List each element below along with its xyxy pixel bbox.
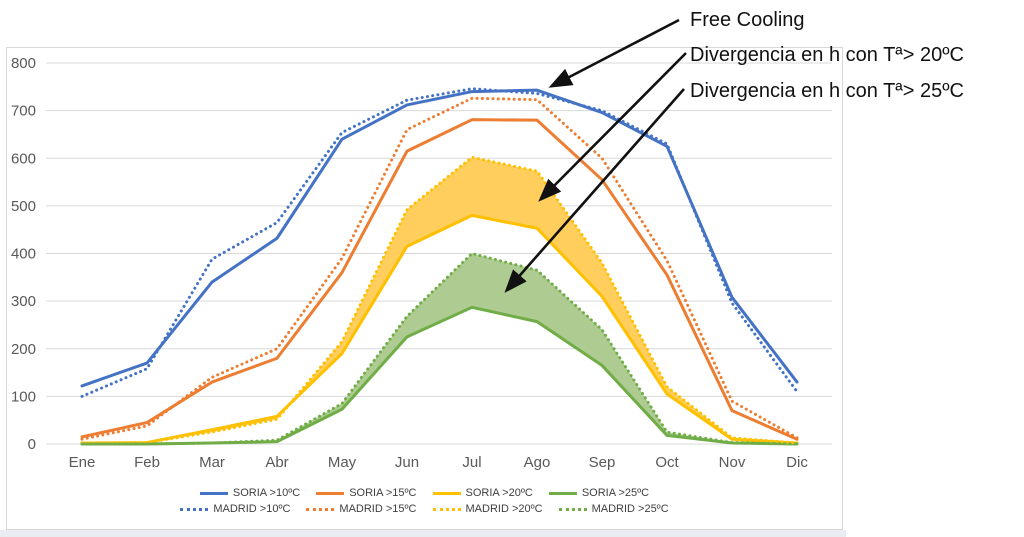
free-cooling-arrow <box>548 18 680 88</box>
y-tick-label: 600 <box>11 150 36 167</box>
legend-label: SORIA >25ºC <box>581 487 650 499</box>
x-tick-label: Jul <box>462 454 481 471</box>
legend-item: MADRID >15ºC <box>306 503 417 515</box>
legend-item: SORIA >20ºC <box>432 487 533 499</box>
x-tick-label: Sep <box>589 454 616 471</box>
y-tick-label: 0 <box>28 436 36 453</box>
x-tick-label: Jun <box>395 454 419 471</box>
series-line-madrid-25-c <box>80 252 799 446</box>
free-cooling-annotation: Free Cooling <box>690 9 805 31</box>
legend-item: MADRID >20ºC <box>432 503 543 515</box>
legend-dotted-line-swatch <box>432 507 461 511</box>
window-bottom-strip <box>0 530 846 537</box>
legend-label: SORIA >10ºC <box>232 487 301 499</box>
x-tick-label: Nov <box>719 454 746 471</box>
divergence-20C-arrow <box>538 52 687 202</box>
divergence-25C-annotation: Divergencia en h con Tª> 25ºC <box>690 80 964 102</box>
chart-legend: SORIA >10ºC SORIA >15ºC SORIA >20ºC SORIA >… <box>6 487 843 515</box>
divergence-area-25C <box>82 253 797 444</box>
divergence-25C-arrow <box>504 88 685 293</box>
legend-label: MADRID >25ºC <box>591 503 669 515</box>
legend-item: MADRID >10ºC <box>180 503 290 515</box>
legend-dotted-line-swatch <box>180 507 209 511</box>
divergence-area-20C <box>82 157 797 444</box>
series-line-soria-25-c <box>80 305 799 446</box>
series-line-soria-20-c <box>80 213 799 445</box>
legend-solid-line-swatch <box>548 491 577 495</box>
series-line-madrid-15-c <box>80 96 799 441</box>
y-tick-label: 800 <box>11 55 36 72</box>
series-line-soria-15-c <box>80 118 799 441</box>
y-tick-label: 200 <box>11 341 36 358</box>
x-tick-label: Feb <box>134 454 160 471</box>
x-tick-label: Dic <box>786 454 808 471</box>
legend-solid-line-swatch <box>432 491 461 495</box>
y-tick-label: 500 <box>11 198 36 215</box>
legend-row-solid: SORIA >10ºC SORIA >15ºC SORIA >20ºC SORIA >… <box>199 487 650 499</box>
x-tick-label: Mar <box>199 454 225 471</box>
y-tick-label: 100 <box>11 388 36 405</box>
series-line-madrid-20-c <box>80 155 799 445</box>
legend-label: MADRID >15ºC <box>339 503 417 515</box>
x-tick-label: Abr <box>265 454 288 471</box>
legend-label: MADRID >20ºC <box>465 503 543 515</box>
legend-dotted-line-swatch <box>306 507 335 511</box>
legend-item: SORIA >15ºC <box>316 487 417 499</box>
divergence-20C-annotation: Divergencia en h con Tª> 20ºC <box>690 44 964 66</box>
chart-frame <box>6 47 843 530</box>
x-tick-label: Ago <box>524 454 551 471</box>
legend-item: MADRID >25ºC <box>558 503 669 515</box>
y-tick-label: 300 <box>11 293 36 310</box>
legend-label: MADRID >10ºC <box>213 503 291 515</box>
legend-label: SORIA >20ºC <box>465 487 533 499</box>
legend-solid-line-swatch <box>316 491 345 495</box>
legend-label: SORIA >15ºC <box>349 487 417 499</box>
legend-solid-line-swatch <box>199 491 228 495</box>
x-tick-label: Oct <box>655 454 679 471</box>
legend-item: SORIA >25ºC <box>548 487 650 499</box>
y-tick-label: 700 <box>11 103 36 120</box>
x-tick-label: Ene <box>69 454 96 471</box>
legend-item: SORIA >10ºC <box>199 487 301 499</box>
y-tick-label: 400 <box>11 246 36 263</box>
legend-dotted-line-swatch <box>558 507 587 511</box>
x-tick-label: May <box>328 454 357 471</box>
legend-row-dotted: MADRID >10ºC MADRID >15ºC MADRID >20ºC MADR… <box>180 503 669 515</box>
